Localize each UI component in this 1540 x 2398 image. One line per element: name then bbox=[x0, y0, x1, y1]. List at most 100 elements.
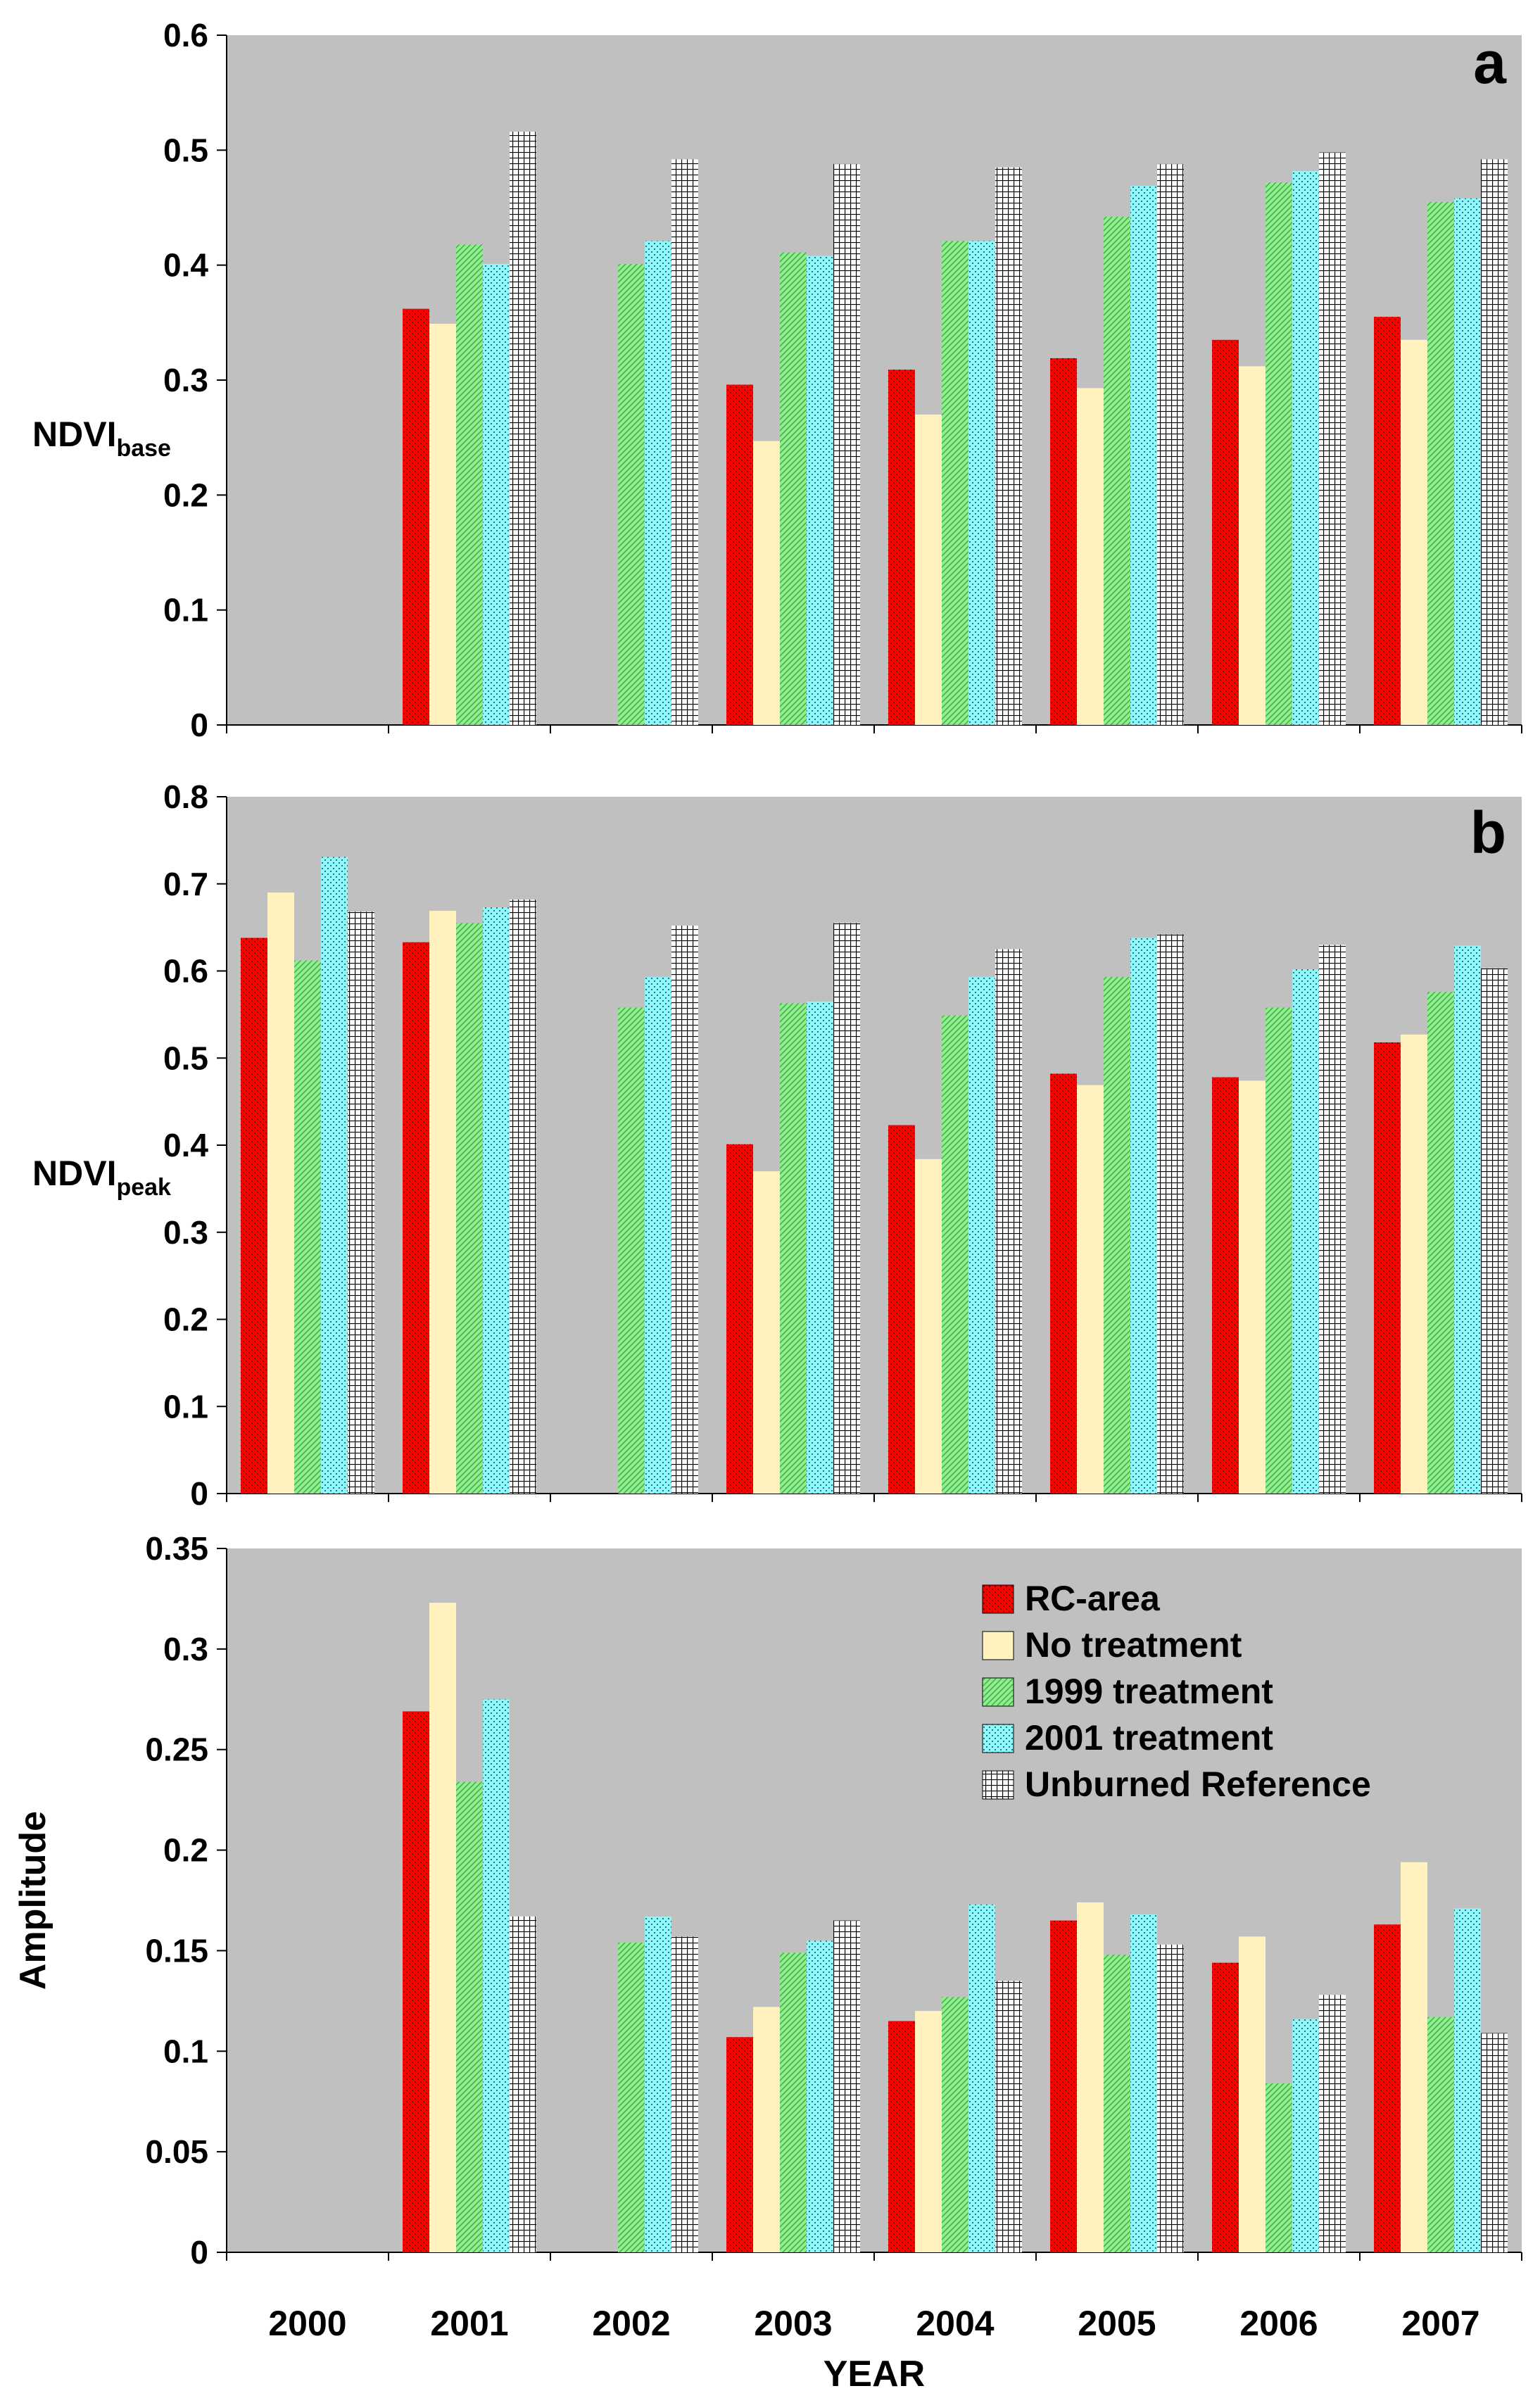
x-axis-title: YEAR bbox=[823, 2354, 925, 2394]
bar bbox=[915, 1159, 942, 1494]
bar bbox=[1077, 1085, 1104, 1494]
bar-pattern bbox=[1454, 945, 1481, 1494]
legend-label: 1999 treatment bbox=[1025, 1672, 1273, 1711]
x-tick-label: 2006 bbox=[1239, 2304, 1318, 2343]
bar-pattern bbox=[671, 926, 698, 1494]
y-tick-label: 0.5 bbox=[163, 132, 208, 168]
y-tick-label: 0.1 bbox=[163, 592, 208, 629]
panel-c: c Amplitude 00.050.10.150.20.250.30.35RC… bbox=[13, 1530, 1522, 2271]
bar-pattern bbox=[807, 1001, 833, 1494]
y-tick-label: 0.6 bbox=[163, 953, 208, 990]
bar-pattern bbox=[1104, 977, 1130, 1494]
bar bbox=[1239, 1936, 1266, 2252]
bar-pattern bbox=[671, 159, 698, 725]
x-tick-label: 2005 bbox=[1078, 2304, 1156, 2343]
bar-pattern bbox=[833, 163, 860, 725]
y-axis-label-c: Amplitude bbox=[13, 1811, 53, 1990]
bar-pattern bbox=[241, 938, 267, 1494]
bar-pattern bbox=[968, 977, 995, 1494]
legend-swatch-pattern bbox=[983, 1771, 1014, 1799]
y-tick-label: 0.05 bbox=[145, 2133, 208, 2170]
x-tick-label: 2001 bbox=[430, 2304, 508, 2343]
bar bbox=[1077, 388, 1104, 725]
bar bbox=[1077, 1902, 1104, 2252]
bar-pattern bbox=[348, 911, 374, 1494]
bar-pattern bbox=[1374, 1924, 1401, 2252]
bar-pattern bbox=[1212, 339, 1239, 725]
y-tick-label: 0.2 bbox=[163, 1832, 208, 1869]
bar-pattern bbox=[403, 308, 429, 725]
y-axis-label-a: NDVIbase bbox=[32, 415, 171, 462]
bar bbox=[429, 1603, 456, 2252]
y-tick-label: 0.2 bbox=[163, 477, 208, 513]
y-tick-label: 0 bbox=[190, 2234, 208, 2271]
bar-pattern bbox=[942, 1997, 968, 2252]
panel-letter-b: b bbox=[1470, 800, 1506, 866]
bar-pattern bbox=[294, 960, 321, 1494]
bar-pattern bbox=[833, 1920, 860, 2252]
x-tick-label: 2004 bbox=[916, 2304, 994, 2343]
bar-pattern bbox=[807, 1941, 833, 2252]
bar-pattern bbox=[968, 1904, 995, 2252]
bar-pattern bbox=[1319, 945, 1346, 1494]
bar-pattern bbox=[1130, 1914, 1157, 2252]
x-axis-labels: 2000 2001 2002 2003 2004 2005 2006 2007 bbox=[268, 2304, 1479, 2343]
legend-label: RC-area bbox=[1025, 1579, 1161, 1618]
bar bbox=[1401, 1862, 1427, 2252]
bar-pattern bbox=[403, 942, 429, 1494]
legend-box bbox=[971, 1568, 1520, 1807]
bar-pattern bbox=[1481, 968, 1508, 1494]
bar bbox=[915, 2011, 942, 2252]
y-tick-label: 0 bbox=[190, 1475, 208, 1512]
bar-pattern bbox=[942, 241, 968, 725]
legend-label: No treatment bbox=[1025, 1625, 1242, 1665]
bar-pattern bbox=[1212, 1077, 1239, 1494]
bar-pattern bbox=[780, 1952, 807, 2252]
y-tick-label: 0.25 bbox=[145, 1731, 208, 1768]
x-tick-label: 2000 bbox=[268, 2304, 346, 2343]
bar-pattern bbox=[995, 949, 1022, 1494]
y-tick-label: 0.3 bbox=[163, 362, 208, 398]
y-tick-label: 0.4 bbox=[163, 247, 208, 284]
bar-pattern bbox=[618, 1943, 645, 2252]
bar-pattern bbox=[1130, 938, 1157, 1494]
x-tick-label: 2003 bbox=[754, 2304, 832, 2343]
bar-pattern bbox=[1266, 2083, 1292, 2252]
bar-pattern bbox=[483, 1699, 510, 2252]
bar-pattern bbox=[1319, 1995, 1346, 2252]
bar bbox=[753, 441, 780, 725]
bar-pattern bbox=[1130, 185, 1157, 725]
bar-pattern bbox=[403, 1711, 429, 2252]
bar-pattern bbox=[1481, 159, 1508, 725]
legend-label: Unburned Reference bbox=[1025, 1765, 1371, 1804]
bar-pattern bbox=[1374, 1042, 1401, 1494]
bar-pattern bbox=[1292, 2019, 1319, 2252]
bar bbox=[1401, 1034, 1427, 1494]
y-tick-label: 0.3 bbox=[163, 1631, 208, 1667]
bar-pattern bbox=[456, 1781, 483, 2252]
y-tick-label: 0.6 bbox=[163, 17, 208, 53]
bar-pattern bbox=[995, 1981, 1022, 2252]
bar-pattern bbox=[1266, 1007, 1292, 1494]
bar-pattern bbox=[1454, 1908, 1481, 2252]
y-tick-label: 0.3 bbox=[163, 1214, 208, 1251]
panel-a: a NDVIbase 0 0.1 0.2 0.3 0.4 0.5 0.6 bbox=[32, 17, 1522, 743]
bar-pattern bbox=[1050, 1073, 1077, 1494]
bar-pattern bbox=[1292, 170, 1319, 725]
bar-pattern bbox=[1157, 163, 1184, 725]
bar-pattern bbox=[483, 907, 510, 1494]
x-tick-label: 2002 bbox=[592, 2304, 670, 2343]
legend-swatch-pattern bbox=[983, 1724, 1014, 1753]
bar-pattern bbox=[833, 923, 860, 1494]
bar-pattern bbox=[780, 1003, 807, 1494]
y-tick-label: 0.5 bbox=[163, 1040, 208, 1076]
bar-pattern bbox=[888, 2021, 915, 2252]
bar-pattern bbox=[645, 241, 671, 725]
bar-pattern bbox=[618, 1007, 645, 1494]
bar-pattern bbox=[942, 1015, 968, 1494]
bar bbox=[915, 415, 942, 725]
bar-pattern bbox=[510, 132, 536, 725]
bar-pattern bbox=[1454, 198, 1481, 725]
